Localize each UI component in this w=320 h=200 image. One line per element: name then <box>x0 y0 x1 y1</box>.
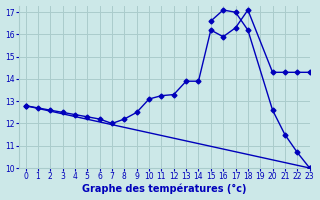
X-axis label: Graphe des températures (°c): Graphe des températures (°c) <box>82 184 247 194</box>
